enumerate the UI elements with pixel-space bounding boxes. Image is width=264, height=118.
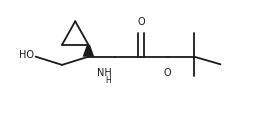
Text: HO: HO: [19, 51, 34, 60]
Text: H: H: [105, 76, 111, 85]
Text: O: O: [138, 17, 145, 27]
Text: NH: NH: [97, 68, 112, 78]
Polygon shape: [83, 45, 94, 57]
Text: O: O: [164, 68, 171, 78]
